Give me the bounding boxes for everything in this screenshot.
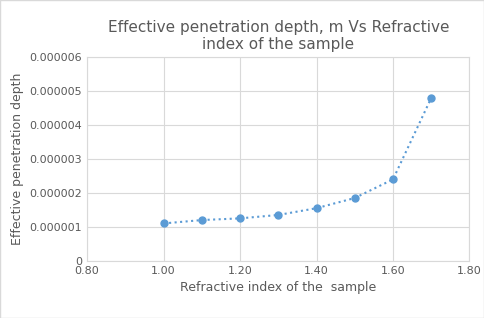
Title: Effective penetration depth, m Vs Refractive
index of the sample: Effective penetration depth, m Vs Refrac… xyxy=(107,19,449,52)
X-axis label: Refractive index of the  sample: Refractive index of the sample xyxy=(180,281,377,294)
Y-axis label: Effective penetration depth: Effective penetration depth xyxy=(11,73,24,245)
